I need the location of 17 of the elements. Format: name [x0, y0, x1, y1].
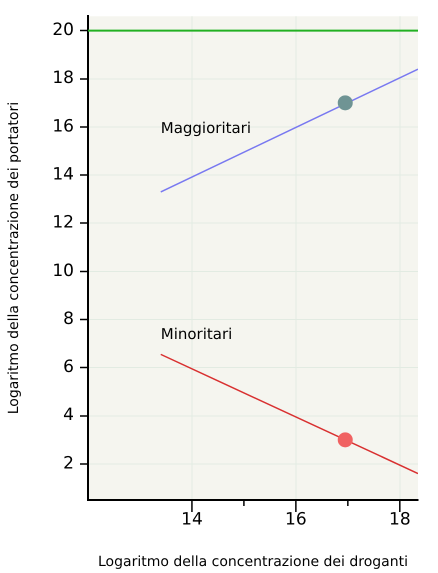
y-tick-label: 10 — [52, 260, 74, 281]
y-tick-label: 20 — [52, 20, 74, 40]
y-tick-label: 6 — [63, 357, 74, 378]
y-tick-label: 16 — [52, 116, 74, 136]
x-tick-label: 18 — [388, 510, 411, 530]
series-label: Maggioritari — [160, 119, 252, 138]
y-tick-label: 12 — [52, 212, 74, 233]
y-tick-label: 14 — [52, 164, 74, 184]
y-tick-label: 8 — [63, 308, 74, 329]
x-tick-label: 14 — [181, 510, 203, 530]
y-tick-label: 2 — [63, 453, 74, 474]
series-label: Minoritari — [160, 324, 232, 343]
x-axis-title: Logaritmo della concentrazione dei droganti — [98, 554, 408, 570]
x-tick-label: 16 — [285, 510, 307, 530]
y-tick-label: 4 — [63, 405, 74, 426]
y-tick-label: 18 — [52, 68, 74, 88]
y-axis-title: Logaritmo della concentrazione dei portatori — [6, 102, 22, 414]
